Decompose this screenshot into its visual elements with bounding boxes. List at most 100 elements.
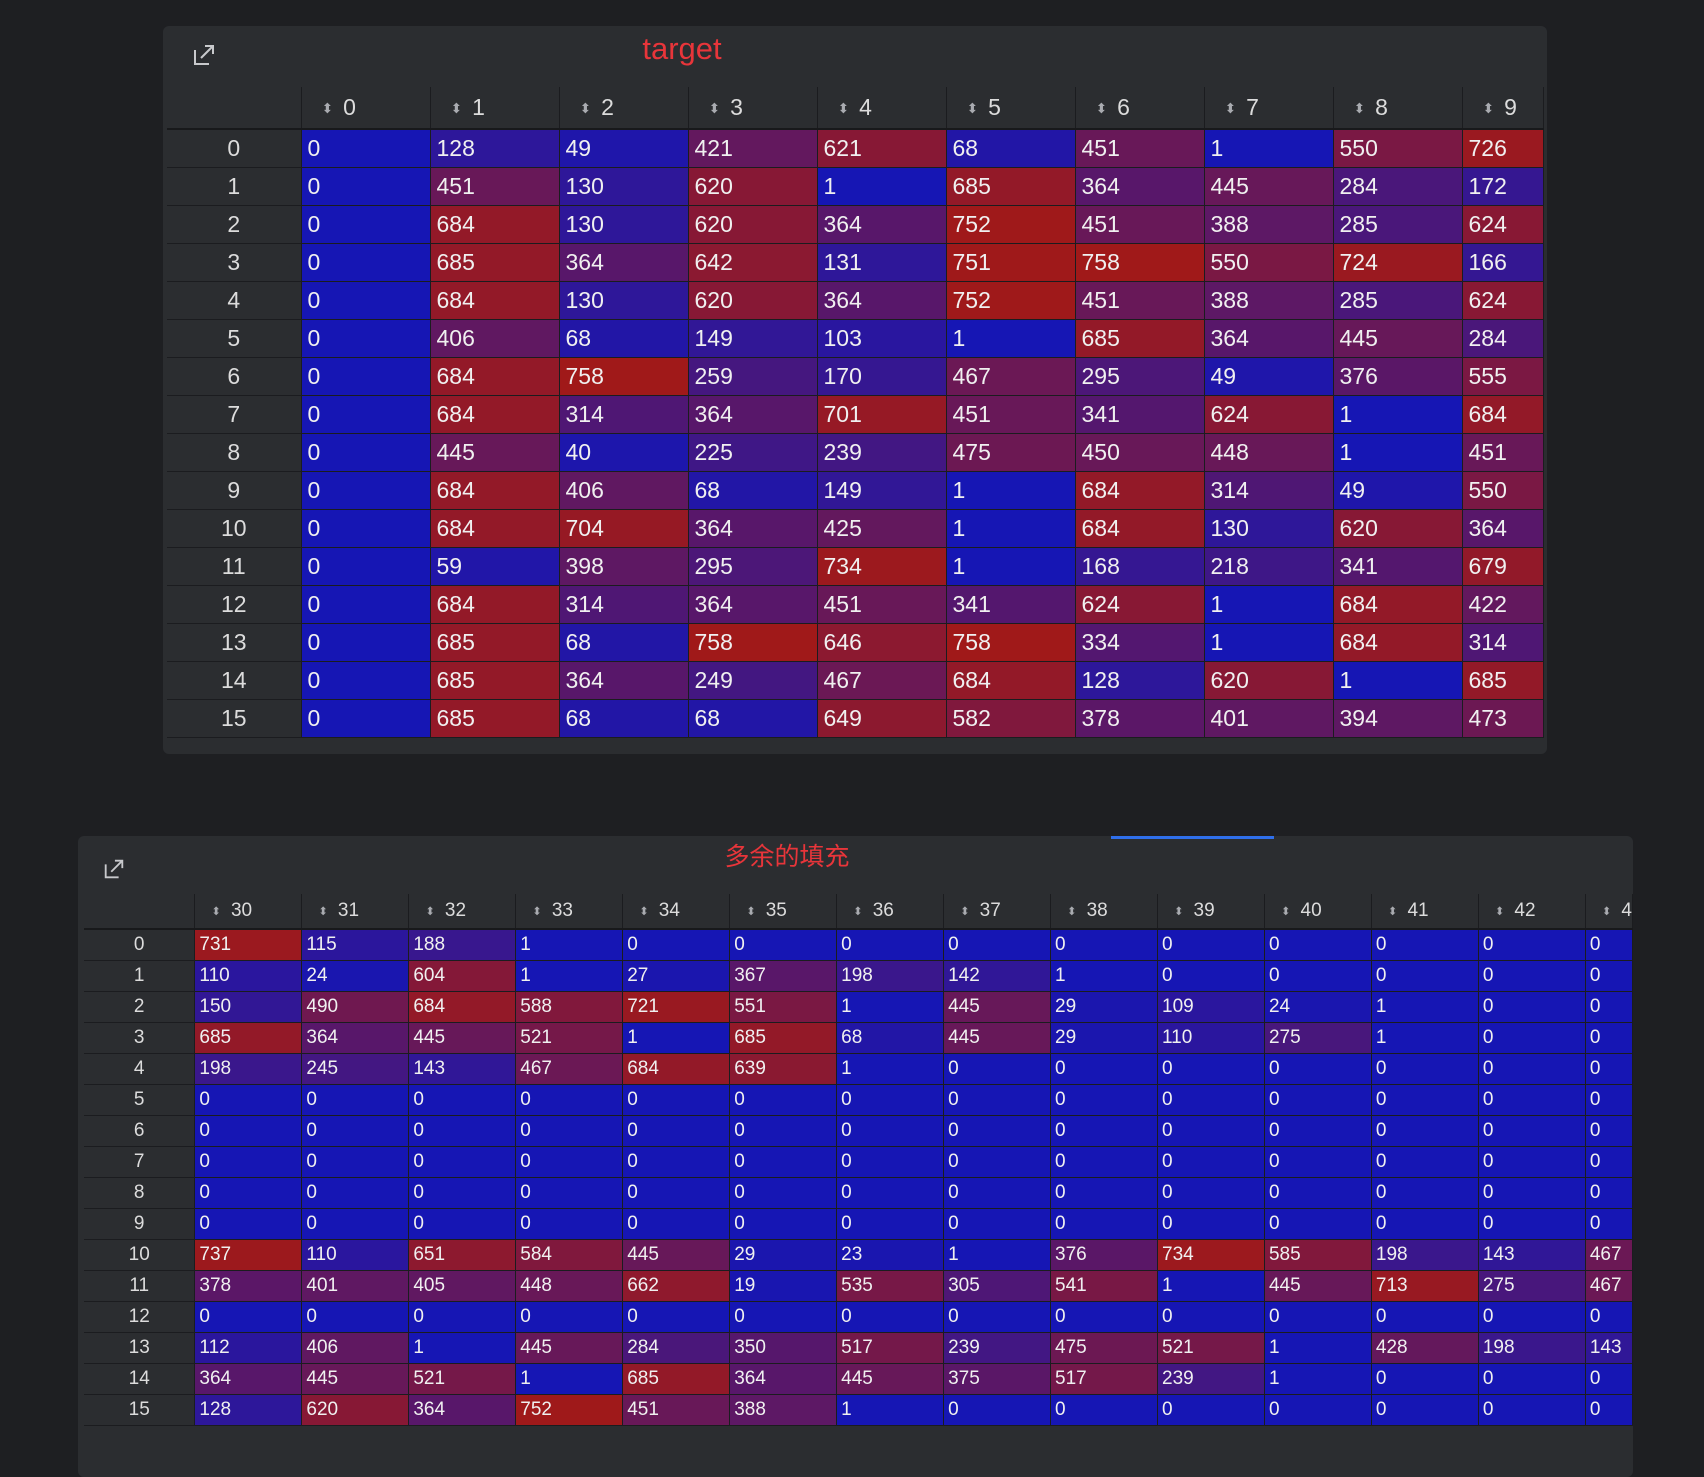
table-cell[interactable]: 110 (194, 960, 303, 992)
table-cell[interactable]: 0 (1050, 1053, 1158, 1085)
table-cell[interactable]: 1 (515, 960, 624, 992)
table-cell[interactable]: 1 (1264, 1332, 1372, 1364)
sort-icon[interactable]: ⬍ (1353, 100, 1366, 116)
table-cell[interactable]: 376 (1050, 1239, 1158, 1271)
table-cell[interactable]: 285 (1333, 281, 1463, 320)
table-cell[interactable]: 0 (729, 1084, 838, 1116)
column-header-41[interactable]: ⬍ 41 (1371, 894, 1479, 930)
table-cell[interactable]: 642 (688, 243, 818, 282)
table-cell[interactable]: 734 (1157, 1239, 1265, 1271)
table-cell[interactable]: 295 (688, 547, 818, 586)
table-cell[interactable]: 103 (817, 319, 947, 358)
table-cell[interactable]: 364 (688, 585, 818, 624)
table-cell[interactable]: 394 (1333, 699, 1463, 738)
table-cell[interactable]: 685 (729, 1022, 838, 1054)
table-cell[interactable]: 620 (688, 281, 818, 320)
column-header-32[interactable]: ⬍ 32 (408, 894, 517, 930)
table-cell[interactable]: 0 (729, 1115, 838, 1147)
table-cell[interactable]: 364 (559, 661, 689, 700)
table-cell[interactable]: 27 (622, 960, 731, 992)
table-cell[interactable]: 0 (943, 1301, 1052, 1333)
table-cell[interactable]: 684 (1075, 471, 1205, 510)
table-cell[interactable]: 0 (1585, 1208, 1633, 1240)
table-cell[interactable]: 40 (559, 433, 689, 472)
column-header-8[interactable]: ⬍ 8 (1333, 87, 1463, 130)
table-cell[interactable]: 0 (515, 1208, 624, 1240)
table-cell[interactable]: 0 (301, 1177, 410, 1209)
table-cell[interactable]: 388 (1204, 281, 1334, 320)
table-cell[interactable]: 445 (515, 1332, 624, 1364)
table-cell[interactable]: 467 (1585, 1270, 1633, 1302)
table-cell[interactable]: 0 (622, 1115, 731, 1147)
column-header-37[interactable]: ⬍ 37 (943, 894, 1052, 930)
table-cell[interactable]: 425 (817, 509, 947, 548)
table-cell[interactable]: 445 (1264, 1270, 1372, 1302)
table-cell[interactable]: 341 (946, 585, 1076, 624)
table-cell[interactable]: 467 (946, 357, 1076, 396)
table-cell[interactable]: 0 (1371, 1146, 1479, 1178)
table-cell[interactable]: 0 (943, 1146, 1052, 1178)
table-cell[interactable]: 364 (817, 205, 947, 244)
table-cell[interactable]: 1 (622, 1022, 731, 1054)
table-cell[interactable]: 0 (1478, 1301, 1586, 1333)
table-cell[interactable]: 0 (1585, 1363, 1633, 1395)
table-cell[interactable]: 0 (1585, 1084, 1633, 1116)
table-cell[interactable]: 649 (817, 699, 947, 738)
table-cell[interactable]: 624 (1204, 395, 1334, 434)
table-cell[interactable]: 0 (1371, 1363, 1479, 1395)
table-cell[interactable]: 112 (194, 1332, 303, 1364)
table-cell[interactable]: 314 (559, 395, 689, 434)
table-cell[interactable]: 364 (559, 243, 689, 282)
sort-icon[interactable]: ⬍ (425, 905, 435, 918)
table-cell[interactable]: 517 (1050, 1363, 1158, 1395)
table-cell[interactable]: 0 (301, 699, 431, 738)
column-header-33[interactable]: ⬍ 33 (515, 894, 624, 930)
table-cell[interactable]: 314 (1462, 623, 1544, 662)
table-cell[interactable]: 110 (301, 1239, 410, 1271)
table-cell[interactable]: 0 (1585, 1301, 1633, 1333)
table-cell[interactable]: 245 (301, 1053, 410, 1085)
column-header-4[interactable]: ⬍ 4 (1585, 894, 1633, 930)
sort-icon[interactable]: ⬍ (960, 905, 970, 918)
table-cell[interactable]: 275 (1478, 1270, 1586, 1302)
table-cell[interactable]: 1 (943, 1239, 1052, 1271)
table-cell[interactable]: 758 (946, 623, 1076, 662)
table-cell[interactable]: 684 (622, 1053, 731, 1085)
table-cell[interactable]: 225 (688, 433, 818, 472)
table-cell[interactable]: 0 (1585, 1053, 1633, 1085)
table-cell[interactable]: 475 (1050, 1332, 1158, 1364)
table-cell[interactable]: 0 (1371, 1394, 1479, 1426)
table-cell[interactable]: 1 (1050, 960, 1158, 992)
table-cell[interactable]: 685 (622, 1363, 731, 1395)
table-cell[interactable]: 0 (1585, 960, 1633, 992)
table-cell[interactable]: 685 (430, 243, 560, 282)
table-cell[interactable]: 149 (817, 471, 947, 510)
table-cell[interactable]: 684 (430, 395, 560, 434)
table-cell[interactable]: 451 (622, 1394, 731, 1426)
table-cell[interactable]: 624 (1462, 281, 1544, 320)
table-cell[interactable]: 0 (1157, 1084, 1265, 1116)
table-cell[interactable]: 724 (1333, 243, 1463, 282)
table-cell[interactable]: 0 (836, 1115, 945, 1147)
table-cell[interactable]: 1 (1371, 1022, 1479, 1054)
table-cell[interactable]: 679 (1462, 547, 1544, 586)
table-cell[interactable]: 198 (1478, 1332, 1586, 1364)
table-cell[interactable]: 68 (946, 129, 1076, 168)
table-cell[interactable]: 0 (515, 1115, 624, 1147)
table-cell[interactable]: 249 (688, 661, 818, 700)
table-cell[interactable]: 341 (1075, 395, 1205, 434)
table-cell[interactable]: 1 (836, 1053, 945, 1085)
column-header-34[interactable]: ⬍ 34 (622, 894, 731, 930)
table-cell[interactable]: 0 (301, 129, 431, 168)
table-cell[interactable]: 0 (1478, 1177, 1586, 1209)
table-cell[interactable]: 0 (1157, 1053, 1265, 1085)
table-cell[interactable]: 218 (1204, 547, 1334, 586)
table-cell[interactable]: 0 (1478, 1084, 1586, 1116)
table-cell[interactable]: 0 (515, 1177, 624, 1209)
sort-icon[interactable]: ⬍ (321, 100, 334, 116)
table-cell[interactable]: 259 (688, 357, 818, 396)
table-cell[interactable]: 0 (1264, 1301, 1372, 1333)
table-cell[interactable]: 0 (836, 929, 945, 961)
table-cell[interactable]: 704 (559, 509, 689, 548)
table-cell[interactable]: 521 (515, 1022, 624, 1054)
